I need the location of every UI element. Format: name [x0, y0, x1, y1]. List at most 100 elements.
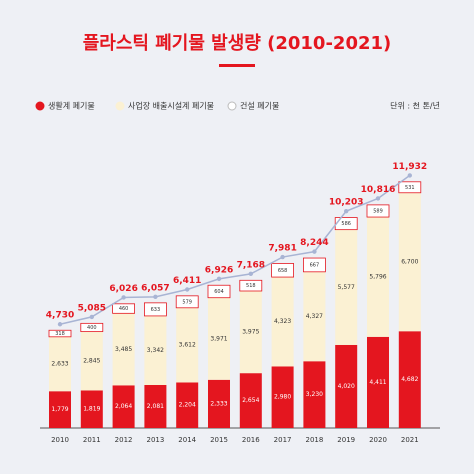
data-label: 5,796 [369, 273, 386, 280]
x-tick-label: 2010 [51, 436, 69, 444]
legend-swatch [35, 101, 45, 111]
bar-segment [48, 329, 72, 338]
bar-segment [335, 229, 358, 345]
bar-segment [208, 379, 230, 428]
data-label: 586 [341, 221, 351, 227]
x-tick-label: 2020 [369, 436, 387, 444]
bar-segment [271, 277, 294, 367]
data-label: 460 [119, 306, 129, 312]
bar-segment [175, 295, 199, 309]
bar-segment [80, 331, 103, 391]
bar-segment [176, 382, 199, 428]
data-label: 2,064 [115, 403, 132, 410]
bar-segment [398, 192, 421, 332]
data-label: 6,700 [401, 259, 418, 266]
total-marker [185, 287, 190, 292]
total-label: 11,932 [392, 162, 427, 172]
total-marker [57, 322, 63, 327]
bar-segment [207, 284, 231, 299]
data-label: 3,612 [179, 342, 196, 349]
total-marker [280, 254, 285, 260]
data-label: 4,323 [274, 318, 291, 325]
x-tick-label: 2017 [274, 436, 292, 444]
total-marker [153, 294, 158, 300]
total-label: 10,203 [329, 198, 364, 208]
title-underline [219, 64, 255, 67]
bar-segment [143, 302, 167, 317]
bar-segment [335, 344, 358, 428]
data-label: 4,682 [401, 376, 418, 383]
total-marker [344, 208, 349, 214]
bar-segment [302, 257, 326, 273]
x-tick-label: 2016 [242, 436, 260, 444]
bar-segment [144, 384, 167, 428]
data-label: 658 [278, 268, 288, 274]
total-marker [121, 295, 126, 300]
data-label: 3,971 [210, 335, 227, 342]
x-tick-label: 2021 [401, 436, 419, 444]
bar-segment [176, 307, 199, 383]
total-marker [407, 173, 412, 178]
data-label: 2,654 [242, 397, 259, 404]
bar-segment [367, 217, 389, 337]
data-label: 1,819 [83, 406, 100, 413]
bar-segment [208, 297, 230, 380]
data-label: 3,342 [147, 347, 164, 354]
data-label: 4,327 [306, 313, 323, 320]
x-tick-label: 2011 [83, 436, 101, 444]
total-label: 6,411 [173, 276, 201, 286]
total-label: 7,981 [268, 244, 296, 254]
bar-segment [80, 322, 104, 333]
bar-segment [239, 279, 263, 292]
bar-segment [144, 315, 167, 385]
x-tick-label: 2018 [305, 436, 323, 444]
data-label: 518 [246, 283, 256, 289]
unit-label: 단위 : 천 톤/년 [390, 101, 440, 111]
bar-segment [398, 331, 421, 428]
data-label: 604 [214, 289, 224, 295]
total-label: 7,168 [237, 260, 265, 270]
bar-segment [239, 291, 262, 374]
data-label: 633 [151, 307, 161, 313]
bar-segment [49, 391, 71, 428]
total-label: 8,244 [300, 238, 328, 248]
total-marker [248, 271, 253, 277]
data-label: 3,975 [242, 329, 259, 336]
total-label: 10,816 [361, 185, 396, 195]
bar-segment [303, 361, 326, 428]
x-tick-label: 2014 [178, 436, 196, 444]
x-tick-label: 2015 [210, 436, 228, 444]
total-label: 5,085 [78, 303, 106, 313]
x-tick-label: 2019 [337, 436, 355, 444]
data-label: 667 [310, 262, 320, 268]
data-label: 531 [405, 185, 415, 191]
total-label: 6,926 [205, 265, 233, 275]
x-tick-label: 2013 [146, 436, 164, 444]
data-label: 318 [55, 331, 65, 337]
data-label: 400 [87, 325, 97, 331]
legend-label: 사업장 배출시설계 폐기물 [128, 101, 214, 111]
bar-segment [334, 217, 358, 231]
total-marker [216, 276, 222, 282]
data-label: 2,980 [274, 394, 291, 401]
bar-segment [239, 373, 262, 428]
legend-label: 건설 폐기물 [240, 101, 279, 111]
total-label: 6,026 [109, 284, 137, 294]
total-label: 4,730 [46, 311, 74, 321]
legend-swatch [227, 101, 237, 111]
data-label: 5,577 [338, 284, 355, 291]
bar-segment [112, 385, 135, 428]
bar-segment [366, 204, 390, 218]
data-label: 3,485 [115, 346, 132, 353]
bar-segment [49, 336, 71, 392]
total-line [59, 174, 411, 325]
bar-segment [271, 366, 294, 428]
bar-segment [367, 336, 389, 428]
bar-segment [303, 271, 326, 362]
data-label: 579 [182, 299, 192, 305]
total-marker [312, 249, 317, 254]
data-label: 2,845 [83, 358, 100, 365]
total-label: 6,057 [141, 283, 169, 293]
